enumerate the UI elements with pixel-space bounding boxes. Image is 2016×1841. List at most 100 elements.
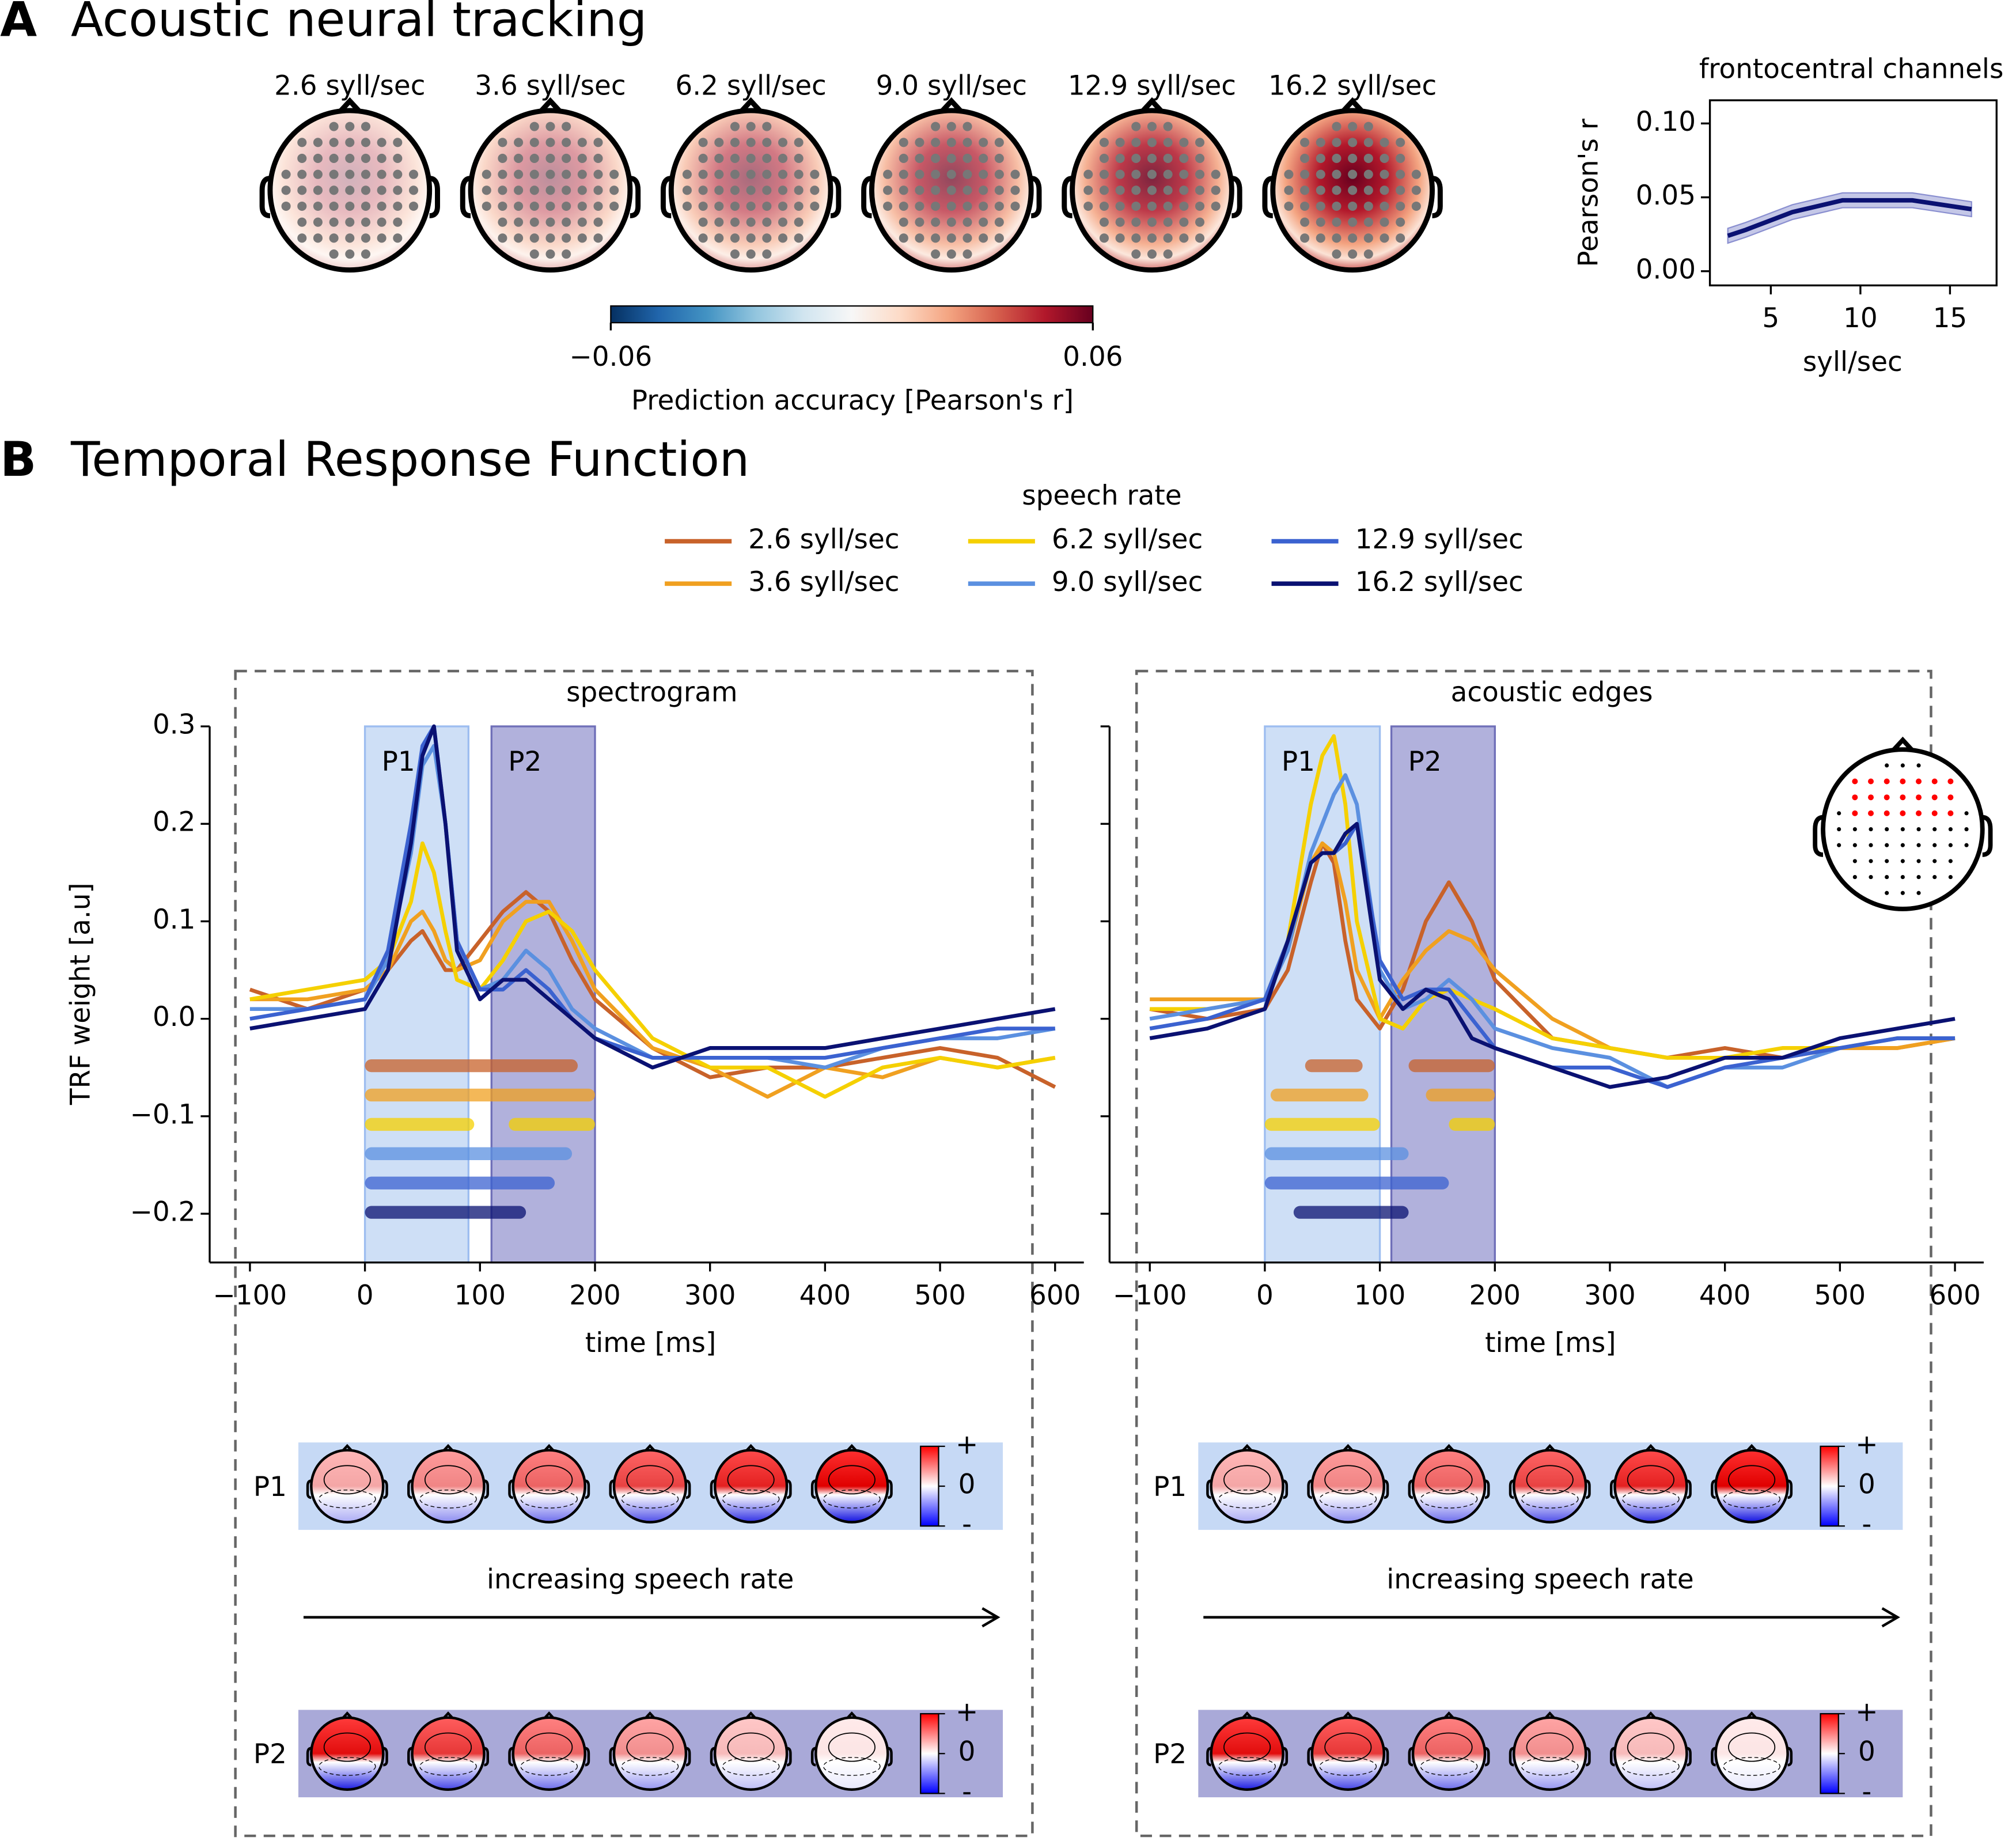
electrode xyxy=(1131,185,1141,195)
head-nose xyxy=(1343,1711,1354,1719)
electrode xyxy=(313,153,323,163)
electrode xyxy=(762,217,772,227)
electrode xyxy=(962,201,972,211)
head-ear xyxy=(786,1747,792,1767)
head-ear xyxy=(1262,176,1274,219)
topomap-row-label: P2 xyxy=(253,1739,287,1770)
topomap-title: 6.2 syll/sec xyxy=(675,70,826,101)
topomap-contour xyxy=(1521,1757,1579,1776)
electrode xyxy=(1396,233,1405,243)
topomap-title: 3.6 syll/sec xyxy=(475,70,626,101)
electrode xyxy=(714,138,724,147)
electrode xyxy=(946,201,956,211)
topomap-contour xyxy=(1425,1732,1473,1762)
electrode xyxy=(714,217,724,227)
electrode xyxy=(810,169,820,179)
electrode xyxy=(1010,201,1020,211)
electrode xyxy=(1363,122,1373,131)
electrode xyxy=(498,233,507,243)
electrode xyxy=(1332,217,1342,227)
electrode xyxy=(810,185,820,195)
electrode xyxy=(361,249,371,259)
electrode xyxy=(946,122,956,131)
electrode xyxy=(562,169,571,179)
topomap-title: 16.2 syll/sec xyxy=(1268,70,1437,101)
topomap-contour xyxy=(1319,1757,1377,1776)
head-ear xyxy=(306,1747,312,1767)
electrode xyxy=(577,217,587,227)
topomap-colorbar xyxy=(920,1445,939,1527)
panel-title: Temporal Response Function xyxy=(70,432,749,487)
electrode xyxy=(1195,233,1205,243)
electrode xyxy=(1099,201,1109,211)
electrode xyxy=(281,169,291,179)
electrode xyxy=(1932,827,1937,832)
electrode xyxy=(1083,201,1093,211)
electrode xyxy=(730,122,740,131)
electrode xyxy=(1131,138,1141,147)
electrode xyxy=(746,233,756,243)
head-ear xyxy=(1484,1479,1490,1499)
electrode xyxy=(329,201,339,211)
legend-label: 3.6 syll/sec xyxy=(748,567,899,598)
electrode xyxy=(297,217,307,227)
x-tick-label: 300 xyxy=(1584,1280,1635,1311)
y-tick-label: 0.3 xyxy=(153,709,196,740)
electrode xyxy=(915,201,924,211)
electrode xyxy=(1179,169,1189,179)
head-nose xyxy=(1746,1711,1757,1719)
electrode xyxy=(1131,201,1141,211)
trf-lines xyxy=(1149,734,1956,1089)
electrode xyxy=(545,201,555,211)
panel-label: B xyxy=(0,432,36,487)
topomap-contour xyxy=(520,1757,578,1776)
head-ear xyxy=(429,176,440,219)
electrode xyxy=(698,217,708,227)
topomap-row-label: P2 xyxy=(1153,1739,1187,1770)
electrode xyxy=(1852,827,1857,832)
electrode xyxy=(931,233,941,243)
electrode xyxy=(609,201,619,211)
mean-line xyxy=(1727,198,1972,238)
electrode xyxy=(529,169,539,179)
head-outline xyxy=(310,1449,385,1524)
y-tick-label: 0.1 xyxy=(153,904,196,935)
electrode xyxy=(545,185,555,195)
electrode xyxy=(345,217,355,227)
electrode xyxy=(1947,778,1954,785)
electrode xyxy=(482,185,491,195)
head-outline xyxy=(1310,1449,1386,1524)
topomap-contour xyxy=(1521,1490,1579,1509)
electrode xyxy=(762,169,772,179)
head-ear xyxy=(1408,1747,1414,1767)
electrode xyxy=(1163,185,1173,195)
electrode xyxy=(931,138,941,147)
topomap-contour xyxy=(525,1465,573,1495)
electrode xyxy=(1284,169,1294,179)
y-tick-label: 0.10 xyxy=(1636,107,1696,138)
electrode xyxy=(529,201,539,211)
electrode xyxy=(345,169,355,179)
electrode xyxy=(562,233,571,243)
electrode xyxy=(883,185,893,195)
head-ear xyxy=(1283,1747,1289,1767)
head-map xyxy=(816,1717,888,1790)
head-outline xyxy=(1270,108,1435,273)
y-tick-label: 0.0 xyxy=(153,1002,196,1033)
x-tick-label: 500 xyxy=(914,1280,965,1311)
electrode xyxy=(1380,201,1389,211)
electrode xyxy=(529,217,539,227)
electrode xyxy=(562,185,571,195)
electrode xyxy=(915,233,924,243)
x-axis-label: time [ms] xyxy=(585,1328,716,1359)
electrode xyxy=(1179,217,1189,227)
head-nose xyxy=(939,97,963,113)
electrode xyxy=(1316,169,1325,179)
electrode xyxy=(762,185,772,195)
head-ear xyxy=(1813,815,1824,857)
electrode xyxy=(1115,233,1125,243)
x-tick-label: 15 xyxy=(1933,303,1968,334)
electrode xyxy=(577,138,587,147)
head-outline xyxy=(1714,1449,1789,1524)
